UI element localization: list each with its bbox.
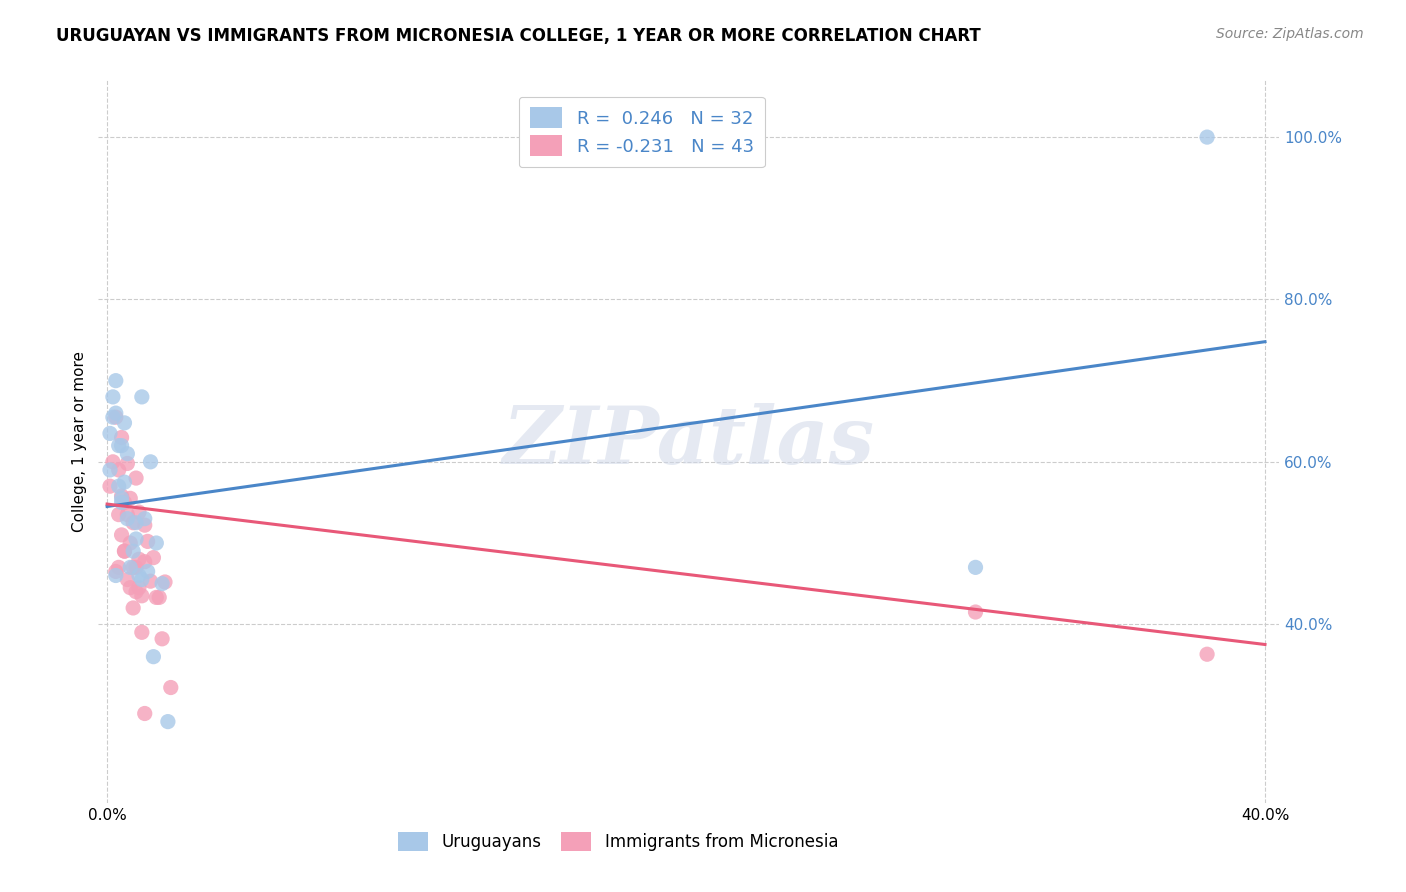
Point [110, 495, 132, 509]
Point [101, 455, 124, 469]
Point [114, 544, 136, 558]
Point [128, 552, 150, 566]
Point [136, 534, 159, 549]
Point [120, 536, 142, 550]
Point [122, 544, 145, 558]
Point [110, 528, 132, 542]
Point [122, 560, 145, 574]
Point [145, 591, 167, 605]
Point [104, 565, 127, 579]
Point [136, 565, 159, 579]
Point [150, 632, 173, 646]
Point [114, 475, 136, 490]
Point [114, 544, 136, 558]
Point [1197, 647, 1219, 661]
Text: Source: ZipAtlas.com: Source: ZipAtlas.com [1216, 27, 1364, 41]
Point [153, 574, 176, 589]
Point [107, 439, 129, 453]
Point [122, 516, 145, 530]
Point [110, 430, 132, 444]
Point [120, 581, 142, 595]
Point [156, 714, 179, 729]
Point [131, 390, 153, 404]
Point [107, 560, 129, 574]
Point [101, 390, 124, 404]
Point [142, 550, 165, 565]
Point [98, 463, 121, 477]
Point [117, 511, 139, 525]
Point [114, 495, 136, 509]
Legend: Uruguayans, Immigrants from Micronesia: Uruguayans, Immigrants from Micronesia [389, 823, 846, 860]
Point [122, 601, 145, 615]
Point [107, 508, 129, 522]
Point [134, 511, 156, 525]
Point [110, 439, 132, 453]
Point [117, 508, 139, 522]
Point [114, 416, 136, 430]
Point [125, 471, 148, 485]
Point [965, 560, 987, 574]
Point [134, 706, 156, 721]
Point [139, 455, 162, 469]
Point [142, 649, 165, 664]
Point [125, 532, 148, 546]
Point [110, 491, 132, 506]
Point [134, 518, 156, 533]
Point [104, 374, 127, 388]
Point [128, 581, 150, 595]
Point [148, 591, 170, 605]
Point [159, 681, 181, 695]
Point [125, 560, 148, 574]
Point [104, 410, 127, 425]
Point [117, 457, 139, 471]
Point [101, 410, 124, 425]
Point [131, 625, 153, 640]
Text: ZIPatlas: ZIPatlas [503, 403, 875, 480]
Point [150, 576, 173, 591]
Point [104, 568, 127, 582]
Text: URUGUAYAN VS IMMIGRANTS FROM MICRONESIA COLLEGE, 1 YEAR OR MORE CORRELATION CHAR: URUGUAYAN VS IMMIGRANTS FROM MICRONESIA … [56, 27, 981, 45]
Point [131, 573, 153, 587]
Point [134, 555, 156, 569]
Point [107, 463, 129, 477]
Point [1197, 130, 1219, 145]
Point [98, 479, 121, 493]
Point [131, 589, 153, 603]
Point [120, 560, 142, 574]
Point [107, 479, 129, 493]
Point [125, 516, 148, 530]
Point [110, 489, 132, 503]
Point [139, 574, 162, 589]
Point [965, 605, 987, 619]
Point [145, 536, 167, 550]
Point [120, 491, 142, 506]
Y-axis label: College, 1 year or more: College, 1 year or more [72, 351, 87, 532]
Point [128, 568, 150, 582]
Point [104, 406, 127, 420]
Point [117, 447, 139, 461]
Point [98, 426, 121, 441]
Point [128, 505, 150, 519]
Point [125, 584, 148, 599]
Point [117, 573, 139, 587]
